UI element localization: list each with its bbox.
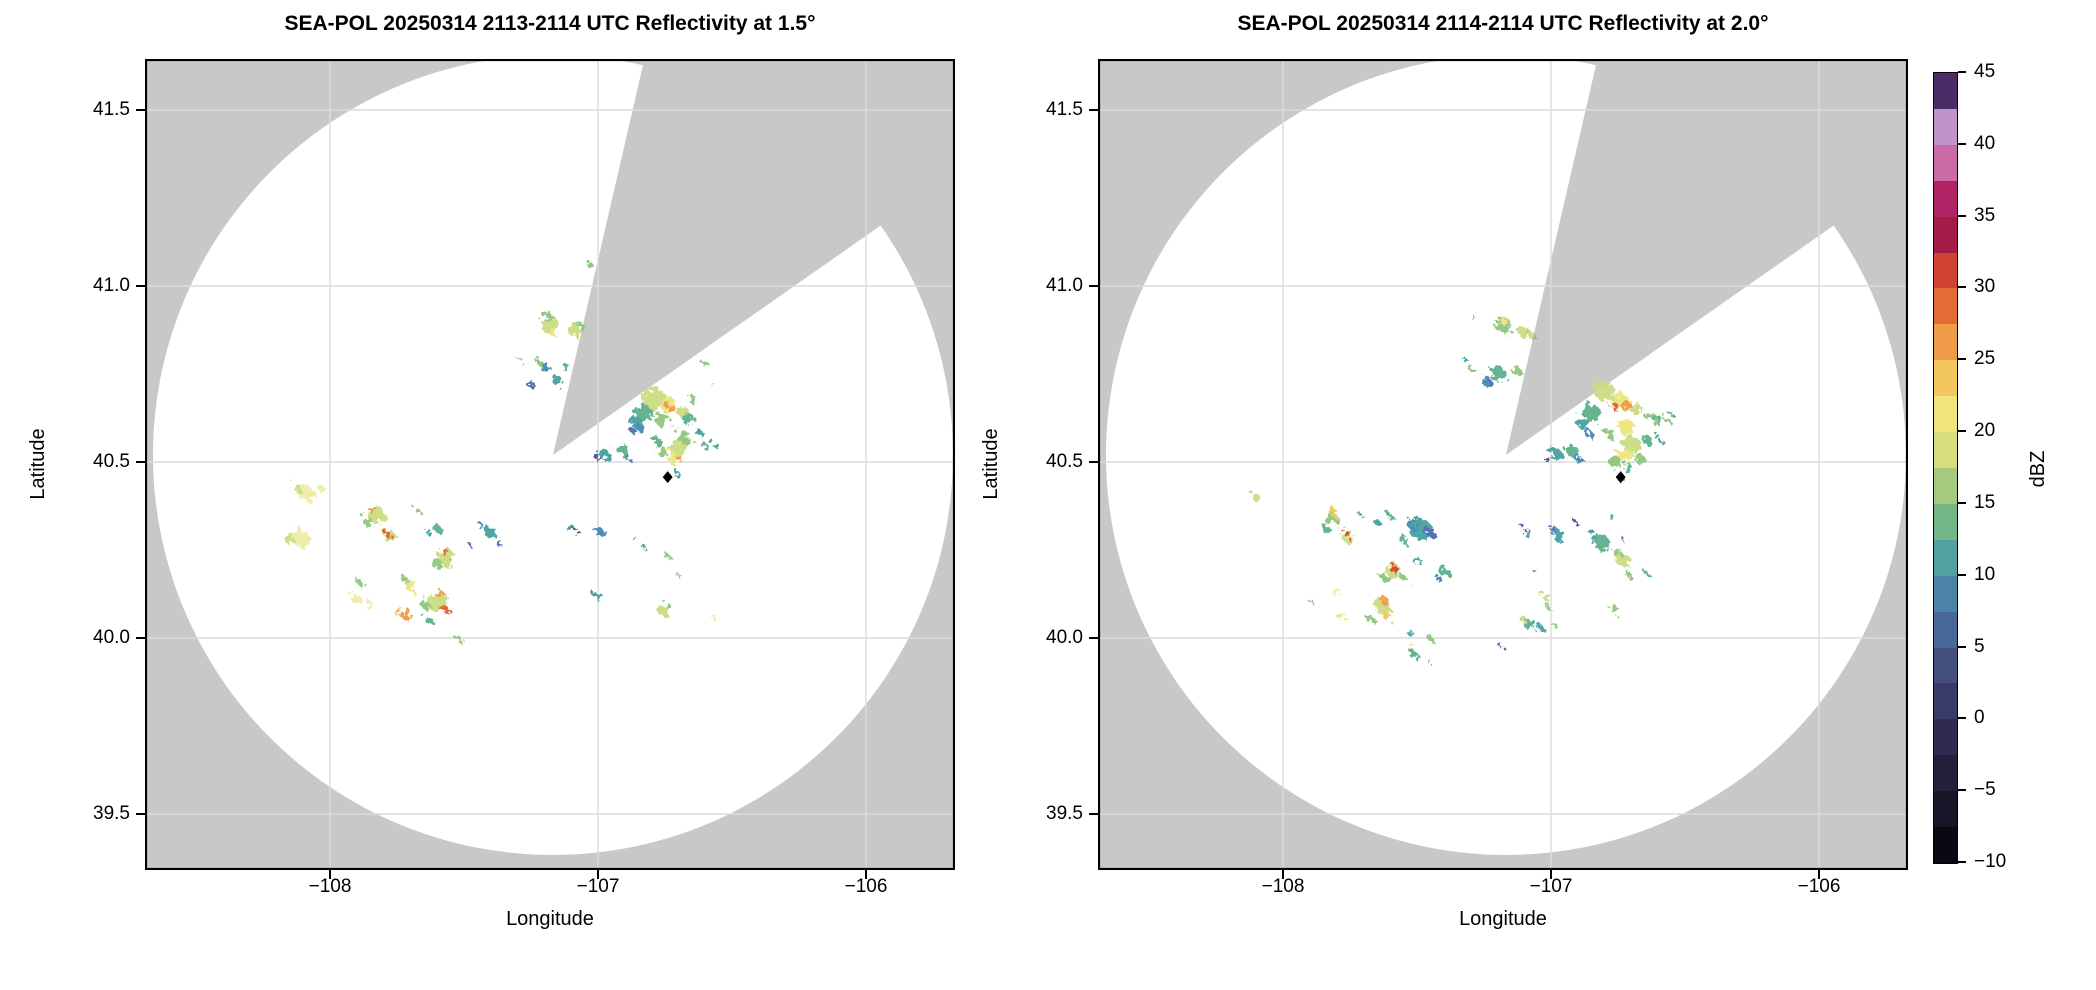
colorbar-band	[1934, 539, 1957, 576]
colorbar-tick-mark	[1958, 358, 1966, 361]
x-tick-mark	[329, 870, 331, 879]
colorbar-tick-label: 35	[1974, 204, 1996, 226]
colorbar-band	[1934, 575, 1957, 612]
x-tick-mark	[1550, 870, 1552, 879]
colorbar-band	[1934, 467, 1957, 504]
colorbar-tick-mark	[1958, 71, 1966, 73]
colorbar-tick-mark	[1958, 861, 1966, 863]
y-tick-mark	[1089, 285, 1098, 287]
x-tick-label: −108	[1261, 876, 1305, 897]
colorbar-band	[1934, 287, 1957, 325]
y-tick-mark	[1089, 109, 1098, 111]
y-tick-label: 40.0	[1046, 627, 1083, 648]
colorbar-band	[1934, 72, 1957, 109]
colorbar-tick-label: 30	[1974, 276, 1996, 298]
colorbar-tick-label: 15	[1974, 491, 1996, 513]
y-tick-mark	[1089, 813, 1098, 815]
x-tick-mark	[597, 870, 599, 879]
y-tick-mark	[136, 109, 145, 111]
colorbar-band	[1934, 718, 1957, 756]
colorbar-band	[1934, 647, 1957, 684]
colorbar-band	[1934, 826, 1957, 863]
colorbar-band	[1934, 431, 1957, 468]
x-tick-label: −107	[1529, 876, 1573, 897]
panel-title-right: SEA-POL 20250314 2114-2114 UTC Reflectiv…	[1237, 12, 1769, 35]
colorbar-band	[1934, 754, 1957, 792]
colorbar-tick-mark	[1958, 573, 1966, 576]
x-axis-label-right: Longitude	[1459, 908, 1547, 930]
y-axis-label-right: Latitude	[980, 428, 1002, 500]
colorbar-band	[1934, 503, 1957, 540]
x-tick-label: −106	[1797, 876, 1841, 897]
colorbar-tick-mark	[1958, 286, 1966, 289]
y-tick-label: 41.0	[93, 275, 130, 296]
colorbar-band	[1934, 108, 1957, 145]
colorbar-tick-label: 45	[1974, 61, 1996, 82]
colorbar-tick-label: 25	[1974, 348, 1996, 370]
colorbar-band	[1934, 180, 1957, 217]
colorbar-band	[1934, 359, 1957, 397]
colorbar-tick-mark	[1958, 214, 1966, 217]
colorbar-tick-mark	[1958, 645, 1966, 648]
colorbar-tick-mark	[1958, 142, 1966, 145]
colorbar-tick-mark	[1958, 501, 1966, 504]
x-tick-label: −107	[576, 876, 620, 897]
colorbar-tick-label: 40	[1974, 132, 1996, 154]
y-tick-label: 39.5	[1046, 803, 1083, 824]
y-tick-mark	[136, 461, 145, 463]
colorbar-band	[1934, 395, 1957, 433]
x-tick-label: −106	[844, 876, 888, 897]
x-tick-label: −108	[308, 876, 352, 897]
reflectivity-map-right	[1098, 59, 1908, 870]
y-tick-label: 40.5	[1046, 451, 1083, 472]
y-tick-label: 40.0	[93, 627, 130, 648]
colorbar-band	[1934, 252, 1957, 289]
y-tick-label: 39.5	[93, 803, 130, 824]
colorbar-tick-mark	[1958, 717, 1966, 720]
y-tick-mark	[136, 285, 145, 287]
colorbar-band	[1934, 323, 1957, 361]
colorbar	[1933, 72, 1958, 864]
colorbar-tick-label: 20	[1974, 420, 1996, 442]
y-tick-mark	[136, 637, 145, 639]
colorbar-tick-label: −5	[1974, 779, 1996, 801]
y-tick-mark	[1089, 461, 1098, 463]
colorbar-tick-label: 5	[1974, 635, 1985, 657]
x-tick-mark	[1282, 870, 1284, 879]
y-tick-label: 41.5	[93, 99, 130, 120]
colorbar-band	[1934, 682, 1957, 720]
colorbar-label: dBZ	[2027, 450, 2049, 488]
y-tick-label: 40.5	[93, 451, 130, 472]
x-axis-label-left: Longitude	[506, 908, 594, 930]
colorbar-band	[1934, 790, 1957, 828]
colorbar-tick-label: 10	[1974, 563, 1996, 585]
y-tick-label: 41.0	[1046, 275, 1083, 296]
colorbar-band	[1934, 144, 1957, 181]
colorbar-band	[1934, 611, 1957, 648]
panel-title-left: SEA-POL 20250314 2113-2114 UTC Reflectiv…	[284, 12, 816, 35]
colorbar-tick-mark	[1958, 430, 1966, 433]
y-tick-mark	[136, 813, 145, 815]
colorbar-tick-mark	[1958, 789, 1966, 792]
colorbar-band	[1934, 216, 1957, 253]
y-axis-label-left: Latitude	[27, 428, 49, 500]
y-tick-label: 41.5	[1046, 99, 1083, 120]
y-tick-mark	[1089, 637, 1098, 639]
x-tick-mark	[865, 870, 867, 879]
colorbar-tick-label: −10	[1974, 851, 2007, 872]
x-tick-mark	[1818, 870, 1820, 879]
reflectivity-map-left	[145, 59, 955, 870]
colorbar-tick-label: 0	[1974, 707, 1985, 729]
